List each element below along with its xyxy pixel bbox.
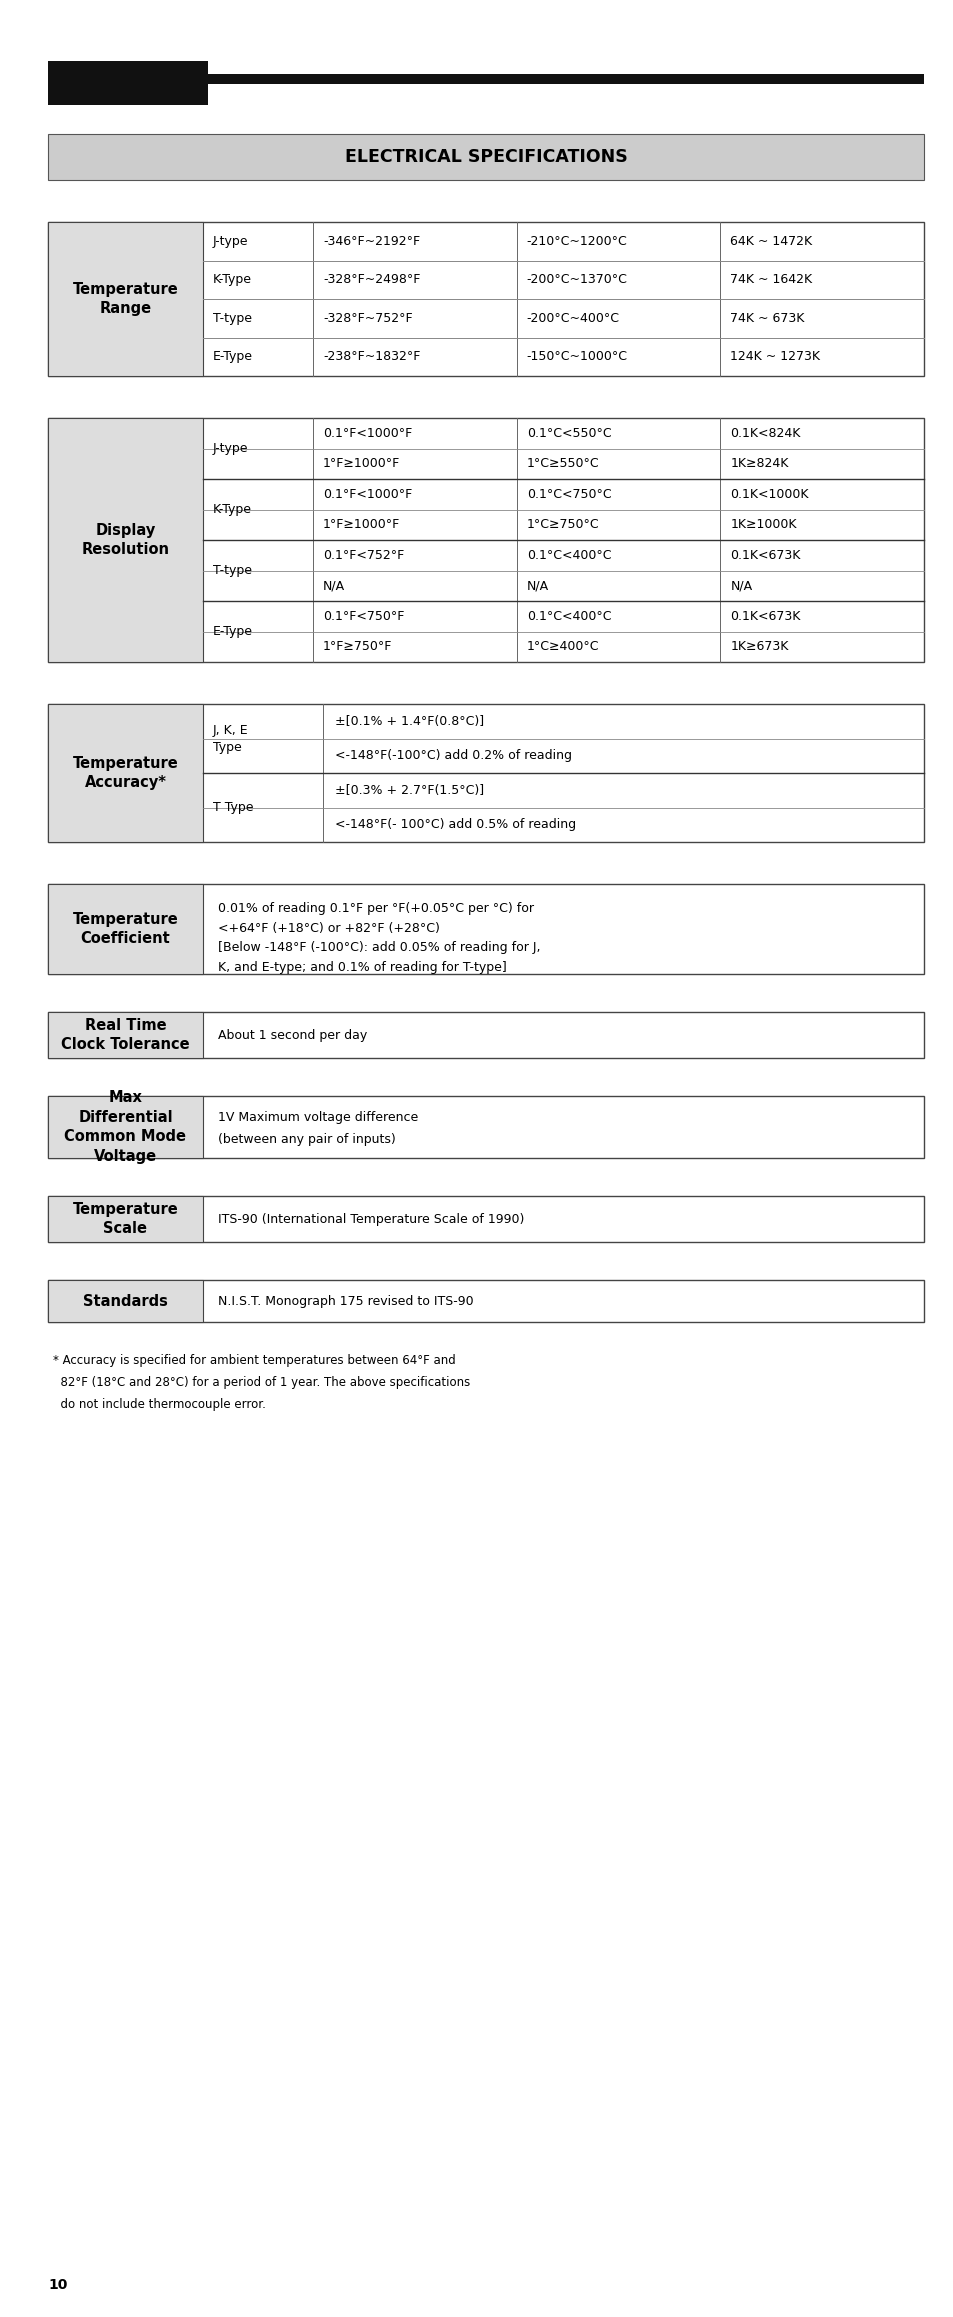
Text: T-type: T-type bbox=[213, 313, 252, 324]
Text: Max
Differential
Common Mode
Voltage: Max Differential Common Mode Voltage bbox=[65, 1089, 186, 1163]
Text: ELECTRICAL SPECIFICATIONS: ELECTRICAL SPECIFICATIONS bbox=[344, 148, 627, 167]
Bar bbox=[48, 222, 203, 375]
Text: ±[0.1% + 1.4°F(0.8°C)]: ±[0.1% + 1.4°F(0.8°C)] bbox=[335, 714, 483, 728]
Text: <-148°F(- 100°C) add 0.5% of reading: <-148°F(- 100°C) add 0.5% of reading bbox=[335, 818, 576, 832]
Text: 0.1°C<550°C: 0.1°C<550°C bbox=[526, 426, 611, 440]
Text: 1°F≥1000°F: 1°F≥1000°F bbox=[323, 456, 400, 470]
Text: 0.1°F<750°F: 0.1°F<750°F bbox=[323, 609, 404, 623]
Text: 1°C≥550°C: 1°C≥550°C bbox=[526, 456, 598, 470]
Text: Display
Resolution: Display Resolution bbox=[81, 524, 170, 558]
Text: N/A: N/A bbox=[526, 579, 548, 593]
Bar bbox=[48, 417, 203, 663]
Text: K, and E-type; and 0.1% of reading for T-type]: K, and E-type; and 0.1% of reading for T… bbox=[218, 962, 506, 973]
Text: Real Time
Clock Tolerance: Real Time Clock Tolerance bbox=[61, 1017, 190, 1052]
Text: [Below -148°F (-100°C): add 0.05% of reading for J,: [Below -148°F (-100°C): add 0.05% of rea… bbox=[218, 941, 540, 955]
Text: 0.1°C<750°C: 0.1°C<750°C bbox=[526, 489, 611, 500]
Text: (between any pair of inputs): (between any pair of inputs) bbox=[218, 1133, 395, 1145]
Text: -328°F~752°F: -328°F~752°F bbox=[323, 313, 413, 324]
Text: -210°C~1200°C: -210°C~1200°C bbox=[526, 234, 627, 248]
Text: N.I.S.T. Monograph 175 revised to ITS-90: N.I.S.T. Monograph 175 revised to ITS-90 bbox=[218, 1295, 473, 1307]
Bar bbox=[48, 704, 203, 841]
Text: Temperature
Scale: Temperature Scale bbox=[72, 1203, 178, 1237]
Text: 0.1°F<1000°F: 0.1°F<1000°F bbox=[323, 426, 412, 440]
Bar bbox=[48, 60, 208, 104]
Text: 0.1K<673K: 0.1K<673K bbox=[730, 549, 800, 561]
Text: 0.1°F<1000°F: 0.1°F<1000°F bbox=[323, 489, 412, 500]
Text: 1°F≥750°F: 1°F≥750°F bbox=[323, 639, 392, 653]
Text: do not include thermocouple error.: do not include thermocouple error. bbox=[53, 1397, 266, 1411]
Text: Temperature
Range: Temperature Range bbox=[72, 283, 178, 317]
Bar bbox=[48, 222, 923, 375]
Text: 1K≥673K: 1K≥673K bbox=[730, 639, 788, 653]
Text: ENGLISH: ENGLISH bbox=[62, 74, 157, 93]
Text: Temperature
Accuracy*: Temperature Accuracy* bbox=[72, 755, 178, 790]
Text: -150°C~1000°C: -150°C~1000°C bbox=[526, 350, 627, 364]
Text: -328°F~2498°F: -328°F~2498°F bbox=[323, 273, 420, 287]
Bar bbox=[48, 885, 923, 973]
Text: 0.1K<1000K: 0.1K<1000K bbox=[730, 489, 808, 500]
Bar bbox=[48, 1196, 203, 1242]
Text: Standards: Standards bbox=[83, 1293, 168, 1309]
Text: -346°F~2192°F: -346°F~2192°F bbox=[323, 234, 419, 248]
Text: ±[0.3% + 2.7°F(1.5°C)]: ±[0.3% + 2.7°F(1.5°C)] bbox=[335, 783, 483, 797]
Text: 124K ~ 1273K: 124K ~ 1273K bbox=[730, 350, 820, 364]
Text: About 1 second per day: About 1 second per day bbox=[218, 1029, 367, 1043]
Text: 1°C≥750°C: 1°C≥750°C bbox=[526, 519, 598, 531]
Text: E-Type: E-Type bbox=[213, 626, 253, 637]
Text: <+64°F (+18°C) or +82°F (+28°C): <+64°F (+18°C) or +82°F (+28°C) bbox=[218, 922, 439, 934]
Text: -238°F~1832°F: -238°F~1832°F bbox=[323, 350, 420, 364]
Text: 0.01% of reading 0.1°F per °F(+0.05°C per °C) for: 0.01% of reading 0.1°F per °F(+0.05°C pe… bbox=[218, 901, 534, 915]
Bar bbox=[48, 1013, 203, 1059]
Text: 1K≥824K: 1K≥824K bbox=[730, 456, 788, 470]
Text: 0.1°C<400°C: 0.1°C<400°C bbox=[526, 549, 611, 561]
Text: K-Type: K-Type bbox=[213, 273, 252, 287]
Bar bbox=[48, 1196, 923, 1242]
Text: Temperature
Coefficient: Temperature Coefficient bbox=[72, 911, 178, 945]
Text: -200°C~1370°C: -200°C~1370°C bbox=[526, 273, 627, 287]
Bar bbox=[48, 704, 923, 841]
Text: -200°C~400°C: -200°C~400°C bbox=[526, 313, 619, 324]
Text: T Type: T Type bbox=[213, 802, 253, 813]
Bar bbox=[48, 1279, 923, 1323]
Text: N/A: N/A bbox=[730, 579, 752, 593]
Text: 1V Maximum voltage difference: 1V Maximum voltage difference bbox=[218, 1110, 417, 1124]
Text: ITS-90 (International Temperature Scale of 1990): ITS-90 (International Temperature Scale … bbox=[218, 1212, 524, 1226]
Text: 0.1K<824K: 0.1K<824K bbox=[730, 426, 800, 440]
Text: 74K ~ 1642K: 74K ~ 1642K bbox=[730, 273, 812, 287]
Text: 0.1°C<400°C: 0.1°C<400°C bbox=[526, 609, 611, 623]
Text: J-type: J-type bbox=[213, 234, 248, 248]
Bar bbox=[48, 1279, 203, 1323]
Text: E-Type: E-Type bbox=[213, 350, 253, 364]
Bar bbox=[48, 885, 203, 973]
Text: 1°F≥1000°F: 1°F≥1000°F bbox=[323, 519, 400, 531]
Text: 1°C≥400°C: 1°C≥400°C bbox=[526, 639, 598, 653]
Bar bbox=[48, 134, 923, 181]
Text: * Accuracy is specified for ambient temperatures between 64°F and: * Accuracy is specified for ambient temp… bbox=[53, 1353, 456, 1367]
Bar bbox=[48, 1013, 923, 1059]
Text: N/A: N/A bbox=[323, 579, 345, 593]
Text: 1K≥1000K: 1K≥1000K bbox=[730, 519, 796, 531]
Text: 74K ~ 673K: 74K ~ 673K bbox=[730, 313, 804, 324]
Bar bbox=[208, 74, 923, 83]
Text: 64K ~ 1472K: 64K ~ 1472K bbox=[730, 234, 812, 248]
Text: J-type: J-type bbox=[213, 443, 248, 454]
Text: 10: 10 bbox=[48, 2278, 68, 2292]
Text: K-Type: K-Type bbox=[213, 503, 252, 517]
Bar bbox=[48, 1096, 203, 1158]
Text: 0.1°F<752°F: 0.1°F<752°F bbox=[323, 549, 404, 561]
Bar bbox=[48, 1096, 923, 1158]
Text: T-type: T-type bbox=[213, 563, 252, 577]
Text: <-148°F(-100°C) add 0.2% of reading: <-148°F(-100°C) add 0.2% of reading bbox=[335, 748, 572, 762]
Text: 82°F (18°C and 28°C) for a period of 1 year. The above specifications: 82°F (18°C and 28°C) for a period of 1 y… bbox=[53, 1376, 470, 1388]
Bar bbox=[48, 417, 923, 663]
Text: J, K, E
Type: J, K, E Type bbox=[213, 723, 249, 753]
Text: 0.1K<673K: 0.1K<673K bbox=[730, 609, 800, 623]
